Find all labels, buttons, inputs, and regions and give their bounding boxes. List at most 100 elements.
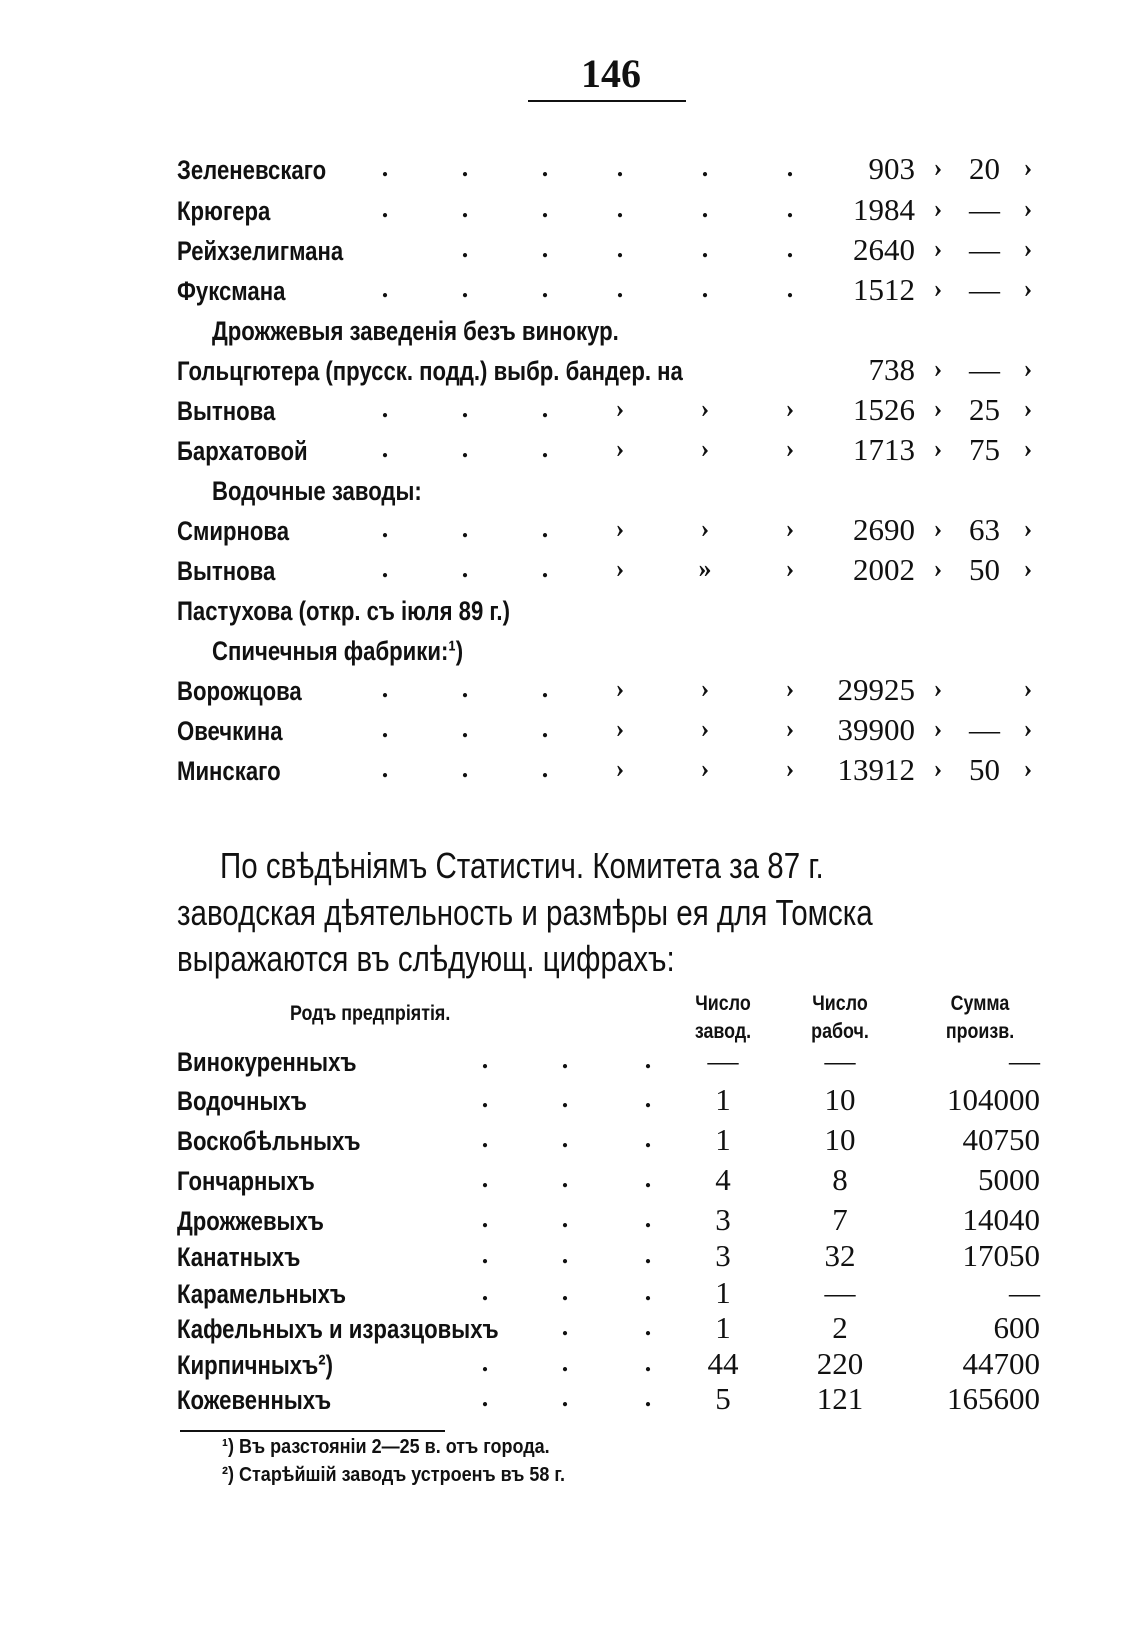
list-item-value: 63 bbox=[969, 512, 1000, 547]
table-cell-workers: — bbox=[824, 1275, 856, 1310]
leader-dot: . bbox=[561, 1045, 569, 1074]
leader-mark: › bbox=[615, 554, 625, 583]
ditto-mark: › bbox=[933, 514, 943, 543]
list-item-value: 20 bbox=[969, 151, 1000, 186]
table-cell-factories: 5 bbox=[715, 1381, 731, 1416]
table-cell-workers: 10 bbox=[824, 1082, 856, 1117]
leader-dot: . bbox=[561, 1164, 569, 1193]
ditto-mark: › bbox=[933, 274, 943, 303]
leader-mark: › bbox=[615, 434, 625, 463]
table-header-col: Число рабоч. bbox=[811, 992, 869, 1043]
leader-mark: . bbox=[541, 234, 549, 263]
ditto-mark: › bbox=[933, 674, 943, 703]
leader-dot: . bbox=[644, 1348, 652, 1377]
leader-dot: . bbox=[561, 1277, 569, 1306]
footnote-rule bbox=[180, 1430, 445, 1432]
ditto-mark: › bbox=[933, 434, 943, 463]
list-item-quantity: 903 bbox=[868, 151, 916, 186]
list-item-quantity: 1512 bbox=[853, 272, 915, 307]
leader-mark: . bbox=[701, 274, 709, 303]
leader-dot: . bbox=[481, 1124, 489, 1153]
leader-mark: . bbox=[541, 394, 549, 423]
ditto-mark: › bbox=[1023, 394, 1033, 423]
table-cell-sum: 44700 bbox=[962, 1346, 1041, 1381]
leader-mark: » bbox=[698, 554, 712, 583]
leader-mark: . bbox=[461, 234, 469, 263]
leader-mark: . bbox=[381, 194, 389, 223]
table-row-name: Карамельныхъ bbox=[177, 1279, 347, 1309]
ditto-mark: › bbox=[933, 714, 943, 743]
table-row-name: Дрожжевыхъ bbox=[177, 1206, 324, 1236]
list-item-quantity: 2690 bbox=[853, 512, 915, 547]
leader-mark: › bbox=[615, 674, 625, 703]
list-item-quantity: 2002 bbox=[853, 552, 915, 587]
list-item-name: Вытнова bbox=[177, 556, 276, 586]
page-number: 146 bbox=[581, 51, 641, 96]
list-item-name: Овечкина bbox=[177, 716, 283, 746]
list-item-value: — bbox=[969, 192, 1000, 227]
list-item-quantity: 738 bbox=[868, 352, 916, 387]
list-item-value: — bbox=[969, 352, 1000, 387]
leader-mark: . bbox=[381, 554, 389, 583]
list-item-value: — bbox=[969, 232, 1000, 267]
leader-mark: . bbox=[541, 194, 549, 223]
list-item-value: 75 bbox=[969, 432, 1000, 467]
leader-mark: › bbox=[700, 434, 710, 463]
table-cell-sum: 40750 bbox=[962, 1122, 1041, 1157]
leader-mark: . bbox=[786, 153, 794, 182]
table-cell-sum: 600 bbox=[993, 1310, 1041, 1345]
leader-dot: . bbox=[644, 1124, 652, 1153]
list-item-quantity: 2640 bbox=[853, 232, 915, 267]
leader-dot: . bbox=[644, 1204, 652, 1233]
table-row-name: Гончарныхъ bbox=[177, 1166, 315, 1196]
leader-mark: . bbox=[381, 434, 389, 463]
leader-mark: . bbox=[381, 674, 389, 703]
leader-mark: . bbox=[461, 674, 469, 703]
leader-dot: . bbox=[561, 1348, 569, 1377]
leader-mark: › bbox=[785, 714, 795, 743]
leader-mark: . bbox=[541, 554, 549, 583]
table-cell-sum: 104000 bbox=[947, 1082, 1040, 1117]
leader-mark: › bbox=[700, 514, 710, 543]
table-cell-workers: 121 bbox=[816, 1381, 864, 1416]
list-item-name: Зеленевскаго bbox=[177, 155, 327, 185]
list-item-value: 50 bbox=[969, 552, 1000, 587]
leader-mark: . bbox=[786, 274, 794, 303]
table-cell-sum: 17050 bbox=[962, 1238, 1041, 1273]
leader-mark: . bbox=[381, 514, 389, 543]
leader-mark: › bbox=[785, 434, 795, 463]
leader-dot: . bbox=[644, 1277, 652, 1306]
table-cell-factories: 1 bbox=[715, 1122, 731, 1157]
leader-mark: . bbox=[701, 234, 709, 263]
ditto-mark: › bbox=[1023, 153, 1033, 182]
leader-mark: . bbox=[461, 153, 469, 182]
table-cell-factories: 4 bbox=[715, 1162, 731, 1197]
ditto-mark: › bbox=[1023, 234, 1033, 263]
ditto-mark: › bbox=[1023, 514, 1033, 543]
leader-mark: › bbox=[615, 714, 625, 743]
leader-mark: . bbox=[381, 274, 389, 303]
list-item-quantity: 1713 bbox=[853, 432, 915, 467]
list-item-name: Гольцгютера (прусск. подд.) выбр. бандер… bbox=[177, 356, 683, 386]
table-cell-sum: — bbox=[1009, 1043, 1040, 1078]
leader-mark: . bbox=[461, 194, 469, 223]
ditto-mark: › bbox=[933, 554, 943, 583]
table-row-name: Кожевенныхъ bbox=[177, 1385, 332, 1415]
table-cell-factories: 3 bbox=[715, 1202, 731, 1237]
table-cell-sum: — bbox=[1009, 1275, 1040, 1310]
leader-mark: › bbox=[700, 714, 710, 743]
paragraph-line: выражаются въ слѣдующ. цифрахъ: bbox=[177, 938, 675, 979]
leader-mark: . bbox=[541, 514, 549, 543]
ditto-mark: › bbox=[1023, 274, 1033, 303]
table-cell-sum: 165600 bbox=[947, 1381, 1040, 1416]
list-item-name: Бархатовой bbox=[177, 436, 308, 466]
leader-dot: . bbox=[644, 1045, 652, 1074]
leader-mark: . bbox=[616, 194, 624, 223]
table-row-name: Воскобѣльныхъ bbox=[177, 1126, 361, 1156]
leader-mark: › bbox=[615, 754, 625, 783]
leader-mark: . bbox=[541, 674, 549, 703]
table-cell-workers: 32 bbox=[824, 1238, 856, 1273]
leader-mark: › bbox=[700, 754, 710, 783]
leader-dot: . bbox=[481, 1204, 489, 1233]
table-cell-factories: 44 bbox=[707, 1346, 739, 1381]
